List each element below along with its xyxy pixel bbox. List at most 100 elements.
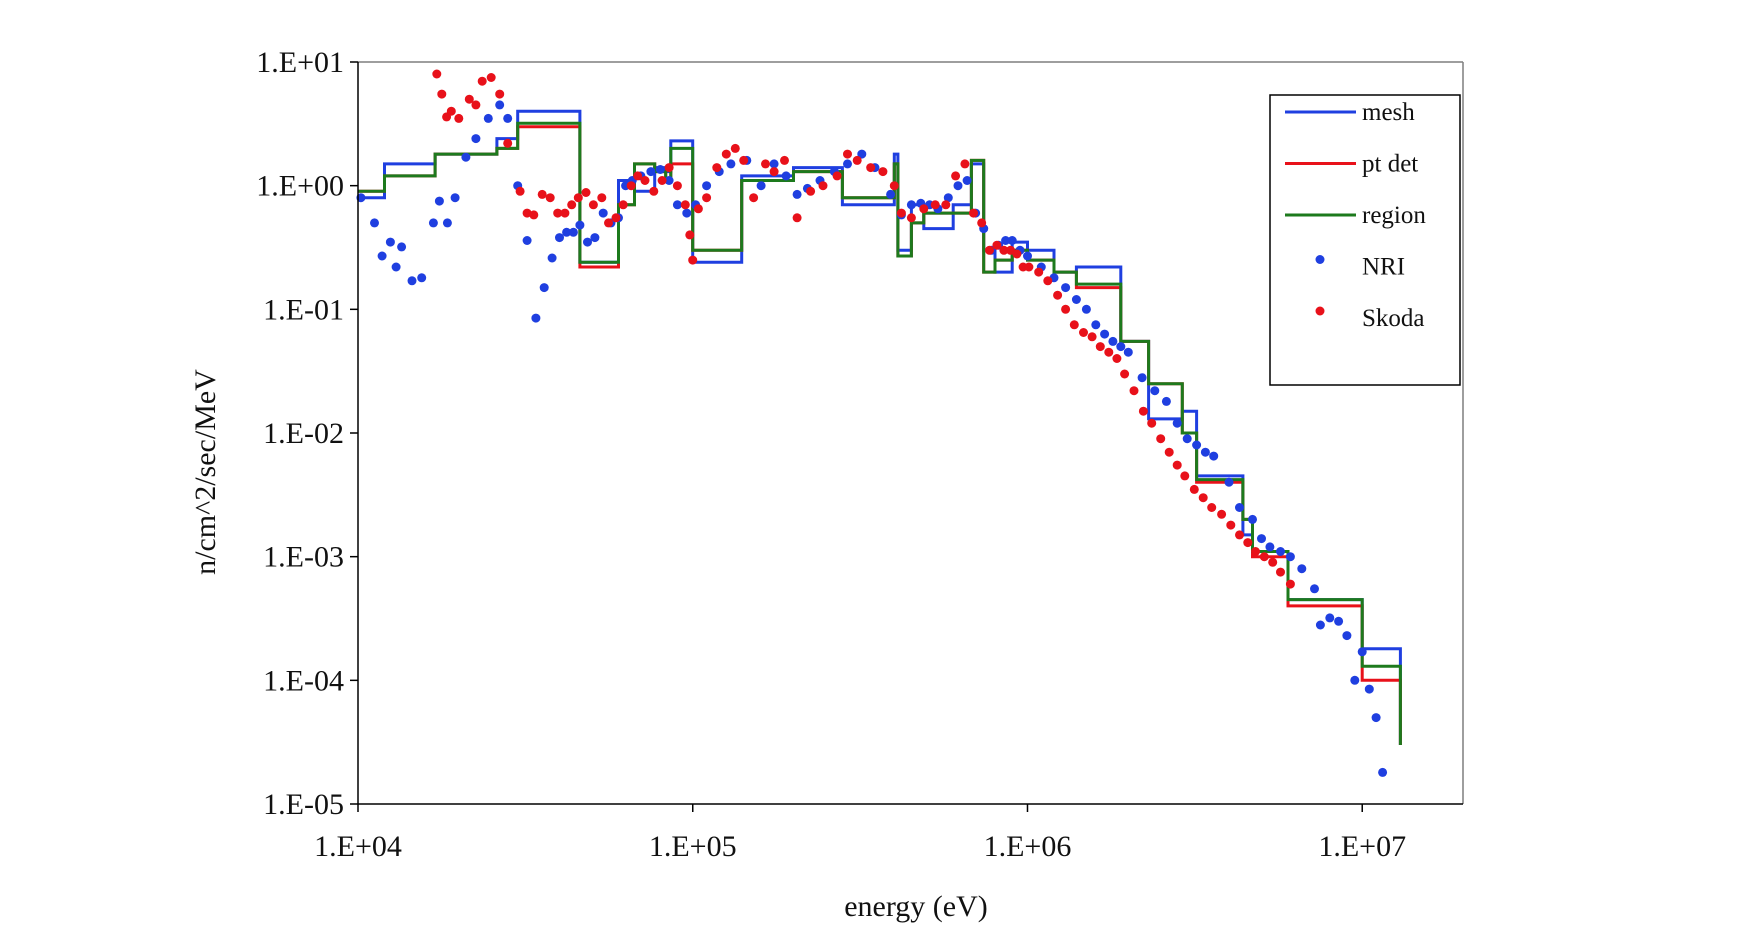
- data-point-nri: [377, 251, 387, 261]
- legend-label-mesh: mesh: [1362, 99, 1415, 126]
- data-point-skoda: [567, 200, 577, 210]
- y-tick-label: 1.E+00: [256, 170, 344, 203]
- data-point-nri: [1357, 647, 1367, 657]
- data-point-skoda: [739, 155, 749, 165]
- data-point-nri: [1209, 451, 1219, 461]
- data-point-nri: [702, 181, 712, 191]
- data-point-skoda: [866, 163, 876, 173]
- data-point-nri: [1310, 584, 1319, 594]
- data-point-skoda: [1120, 369, 1130, 379]
- data-point-skoda: [471, 100, 481, 110]
- data-point-skoda: [1061, 304, 1071, 314]
- data-point-skoda: [503, 138, 513, 148]
- data-point-nri: [857, 149, 867, 159]
- data-point-nri: [1342, 631, 1352, 641]
- data-point-nri: [672, 200, 682, 210]
- data-point-skoda: [1164, 447, 1174, 457]
- data-point-nri: [906, 200, 916, 210]
- data-point-skoda: [1095, 342, 1105, 352]
- data-point-skoda: [1198, 493, 1208, 503]
- data-point-nri: [1172, 418, 1182, 428]
- data-point-skoda: [626, 181, 636, 191]
- data-point-nri: [1315, 620, 1325, 630]
- data-point-skoda: [702, 193, 712, 203]
- data-point-nri: [590, 233, 600, 243]
- data-point-skoda: [680, 200, 690, 210]
- data-point-skoda: [930, 200, 940, 210]
- y-tick-label: 1.E-03: [263, 541, 344, 574]
- data-point-skoda: [432, 69, 442, 79]
- data-point-nri: [1150, 386, 1160, 396]
- data-point-skoda: [553, 208, 563, 218]
- legend-box: [1269, 94, 1461, 386]
- data-point-skoda: [992, 240, 1002, 250]
- data-point-skoda: [672, 181, 682, 191]
- data-point-skoda: [906, 213, 916, 223]
- data-point-nri: [1023, 251, 1032, 261]
- data-point-nri: [1265, 542, 1275, 552]
- y-tick-label: 1.E-02: [263, 417, 344, 450]
- data-point-nri: [1091, 320, 1101, 330]
- data-point-nri: [1276, 547, 1285, 556]
- data-point-nri: [792, 189, 802, 199]
- data-point-skoda: [1243, 538, 1253, 548]
- data-point-skoda: [1251, 547, 1260, 556]
- data-point-skoda: [640, 176, 650, 185]
- data-point-skoda: [446, 106, 456, 116]
- series-points-nri: [356, 100, 1388, 777]
- data-point-skoda: [1217, 509, 1227, 519]
- data-point-nri: [434, 196, 444, 206]
- data-point-nri: [886, 189, 896, 199]
- y-tick-label: 1.E+01: [256, 46, 344, 79]
- data-point-skoda: [477, 76, 487, 86]
- data-point-nri: [461, 152, 471, 162]
- legend-label-nri: NRI: [1362, 254, 1405, 281]
- data-point-skoda: [545, 193, 555, 203]
- data-point-skoda: [633, 171, 643, 181]
- data-point-nri: [503, 113, 513, 123]
- data-point-nri: [726, 159, 736, 169]
- data-point-skoda: [843, 149, 852, 159]
- data-point-nri: [1248, 514, 1257, 524]
- data-point-nri: [1100, 329, 1110, 339]
- data-point-nri: [1061, 283, 1071, 293]
- data-point-skoda: [806, 186, 816, 196]
- data-point-skoda: [852, 155, 862, 165]
- data-point-nri: [1297, 564, 1307, 574]
- data-point-skoda: [896, 208, 906, 218]
- data-point-skoda: [1069, 320, 1079, 330]
- data-point-skoda: [1087, 332, 1097, 342]
- data-point-skoda: [1156, 434, 1166, 444]
- data-point-nri: [531, 313, 541, 323]
- data-point-nri: [1364, 684, 1374, 694]
- data-point-skoda: [560, 208, 570, 218]
- data-point-skoda: [688, 255, 698, 265]
- data-point-skoda: [588, 200, 598, 210]
- data-point-skoda: [649, 186, 659, 196]
- data-point-skoda: [818, 181, 828, 191]
- data-point-nri: [1001, 236, 1011, 245]
- data-point-nri: [547, 253, 557, 263]
- data-point-nri: [583, 237, 592, 247]
- data-point-skoda: [1034, 267, 1044, 277]
- data-point-nri: [562, 227, 572, 237]
- data-point-nri: [495, 100, 505, 110]
- data-point-skoda: [693, 204, 703, 214]
- data-point-skoda: [454, 113, 464, 123]
- data-point-nri: [407, 276, 417, 286]
- data-point-nri: [1007, 236, 1017, 245]
- data-point-nri: [1257, 534, 1266, 544]
- data-point-nri: [1224, 477, 1234, 487]
- data-point-skoda: [464, 94, 474, 104]
- legend-swatch-nri: [1315, 255, 1325, 264]
- x-tick-label: 1.E+06: [984, 830, 1072, 863]
- data-point-nri: [1371, 713, 1381, 723]
- data-point-skoda: [618, 200, 628, 210]
- legend-label-skoda: Skoda: [1362, 305, 1425, 332]
- data-point-skoda: [1112, 354, 1122, 363]
- legend: mesh pt det region NRI Skoda: [1269, 94, 1461, 386]
- data-point-nri: [471, 134, 481, 144]
- data-point-nri: [450, 193, 460, 203]
